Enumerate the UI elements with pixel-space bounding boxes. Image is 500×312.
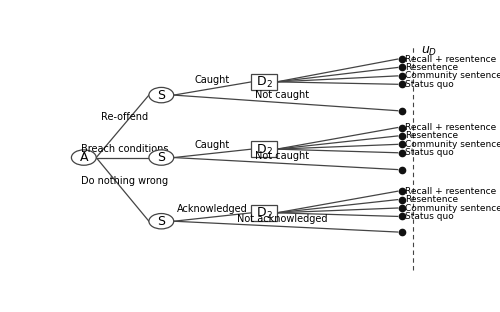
Text: Recall + resentence: Recall + resentence [404,55,496,64]
Text: Re-offend: Re-offend [101,113,148,123]
Text: Breach conditions: Breach conditions [81,144,168,154]
Text: Status quo: Status quo [404,212,454,221]
Text: Status quo: Status quo [404,80,454,89]
Text: Resentence: Resentence [404,63,458,72]
Text: Caught: Caught [195,140,230,150]
Text: Not caught: Not caught [255,151,309,161]
Text: Community sentence: Community sentence [404,71,500,80]
Text: Resentence: Resentence [404,131,458,140]
Text: D: D [257,206,267,219]
FancyBboxPatch shape [252,205,276,221]
Text: D: D [257,76,267,88]
Text: Community sentence: Community sentence [404,203,500,212]
Text: 2: 2 [266,80,272,89]
Circle shape [72,150,96,165]
Text: Recall + resentence: Recall + resentence [404,187,496,196]
Text: Not acknowledged: Not acknowledged [236,214,327,224]
Text: $u_D$: $u_D$ [420,45,437,58]
Text: Resentence: Resentence [404,195,458,204]
Circle shape [149,150,174,165]
Text: Caught: Caught [195,75,230,85]
FancyBboxPatch shape [252,74,276,90]
Text: Recall + resentence: Recall + resentence [404,123,496,132]
Circle shape [149,213,174,229]
Text: S: S [158,89,166,102]
Text: Do nothing wrong: Do nothing wrong [81,176,168,186]
Text: Community sentence: Community sentence [404,140,500,149]
Text: Acknowledged: Acknowledged [177,204,248,214]
Text: 2: 2 [266,211,272,220]
Text: 2: 2 [266,147,272,156]
Text: D: D [257,143,267,156]
Text: Not caught: Not caught [255,90,309,100]
Text: S: S [158,215,166,228]
Text: S: S [158,151,166,164]
FancyBboxPatch shape [252,141,276,157]
Circle shape [149,87,174,103]
Text: Status quo: Status quo [404,148,454,157]
Text: A: A [80,151,88,164]
